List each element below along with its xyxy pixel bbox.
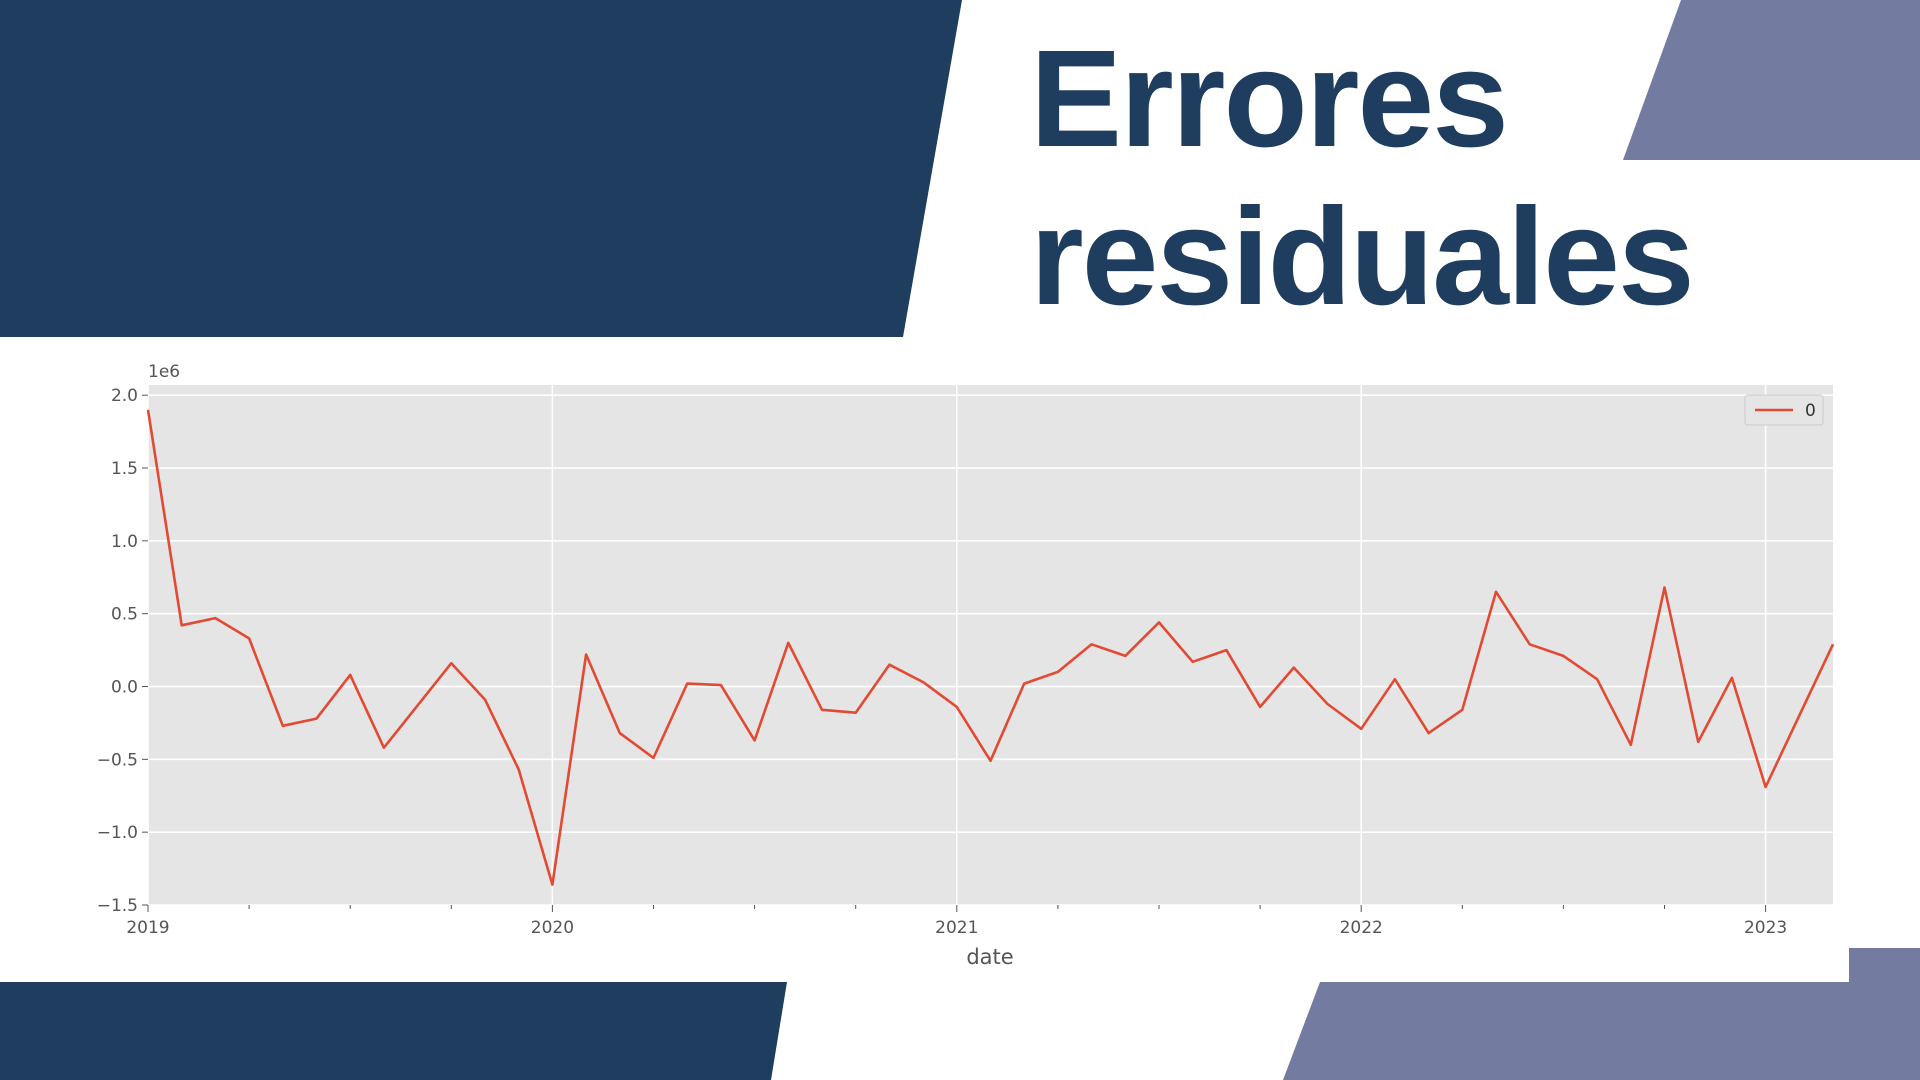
- x-axis-label: date: [966, 945, 1013, 969]
- residuals-line-chart: 2.0 1.5 1.0 0.5 0.0 −0.5 −1.0 −1.5 2019 2020 2021…: [97, 362, 1835, 969]
- x-tick-label: 2019: [126, 918, 169, 938]
- legend-label: 0: [1805, 401, 1816, 421]
- navy-top-panel: [0, 0, 962, 337]
- y-axis: 2.0 1.5 1.0 0.5 0.0 −0.5 −1.0 −1.5: [97, 386, 148, 916]
- x-tick-label: 2021: [935, 918, 978, 938]
- slide-title: Errores residuales: [1030, 20, 1730, 336]
- title-line-2: residuales: [1030, 180, 1695, 334]
- slate-bottom-right-shape: [1283, 948, 1920, 1080]
- y-tick-label: −0.5: [97, 750, 138, 770]
- y-tick-label: 2.0: [111, 386, 138, 406]
- x-axis: 2019 2020 2021 2022 2023: [126, 905, 1787, 938]
- x-tick-label: 2020: [531, 918, 574, 938]
- y-tick-label: −1.0: [97, 823, 138, 843]
- x-tick-label: 2022: [1340, 918, 1383, 938]
- grid-lines: [147, 385, 1833, 906]
- y-tick-label: −1.5: [97, 896, 138, 916]
- y-tick-label: 0.0: [111, 678, 138, 698]
- x-tick-label: 2023: [1744, 918, 1787, 938]
- chart-panel: 2.0 1.5 1.0 0.5 0.0 −0.5 −1.0 −1.5 2019 2020 2021…: [71, 337, 1849, 982]
- slate-top-right-shape: [1623, 0, 1920, 160]
- title-line-1: Errores: [1030, 22, 1509, 176]
- legend: 0: [1744, 394, 1824, 426]
- series-layer: [146, 409, 1835, 886]
- y-tick-label: 1.0: [111, 532, 138, 552]
- plot-area: [148, 385, 1833, 905]
- y-tick-label: 0.5: [111, 605, 138, 625]
- navy-bottom-panel: [0, 982, 787, 1080]
- y-multiplier-label: 1e6: [148, 362, 180, 382]
- series-line: [146, 409, 1835, 886]
- y-tick-label: 1.5: [111, 459, 138, 479]
